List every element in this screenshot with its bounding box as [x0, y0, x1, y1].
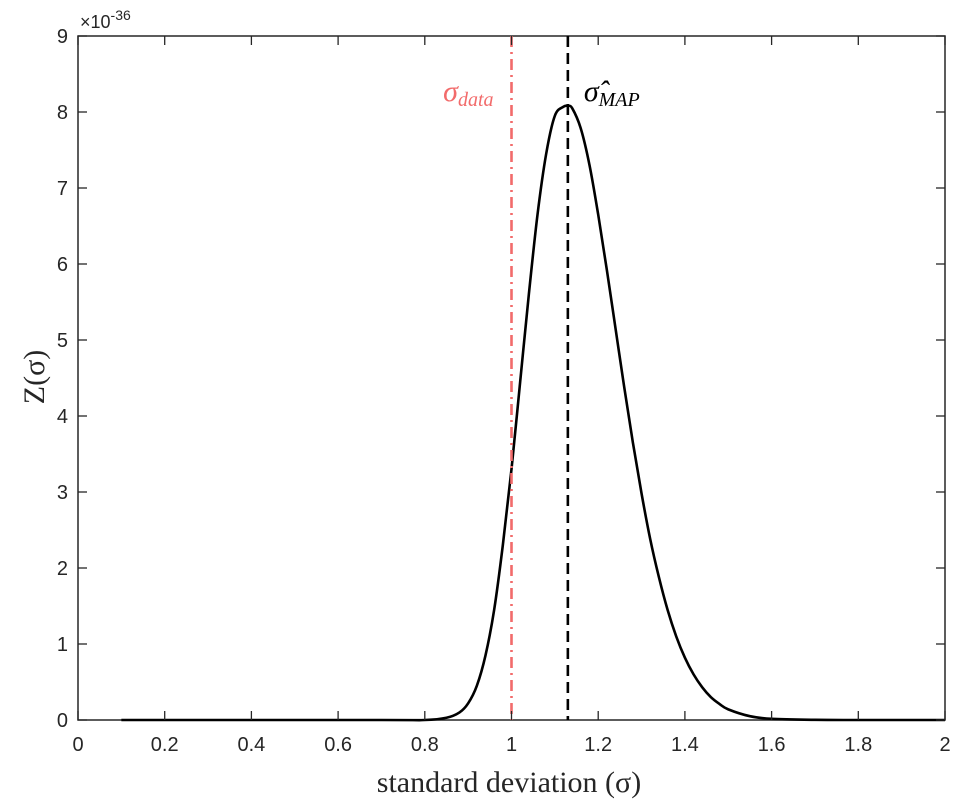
x-tick-label: 2	[939, 734, 950, 756]
y-exponent-label: ×10-36	[80, 7, 131, 32]
annotation-layer: σdata σ̂MAP	[443, 75, 640, 111]
y-tick-label: 7	[57, 178, 68, 200]
x-tick-label: 0.6	[324, 734, 352, 756]
sigma-data-sub: data	[458, 89, 494, 111]
x-tick-label: 0.8	[411, 734, 439, 756]
y-tick-label: 6	[57, 254, 68, 276]
x-tick-label: 1.6	[758, 734, 786, 756]
x-tick-label: 1.8	[844, 734, 872, 756]
sigma-data-main: σ	[443, 75, 459, 108]
z-sigma-curve	[121, 104, 946, 722]
y-exponent-base: ×10	[80, 12, 111, 32]
x-tick-label: 0.2	[151, 734, 179, 756]
curve-layer	[121, 104, 946, 722]
x-tick-label: 0	[72, 734, 83, 756]
sigma-data-annotation: σdata	[443, 75, 493, 111]
sigma-map-sub: MAP	[598, 89, 640, 111]
y-tick-label: 0	[57, 710, 68, 732]
y-tick-label: 8	[57, 102, 68, 124]
y-tick-label: 4	[57, 406, 68, 428]
tick-layer: 0 0.2 0.4 0.6 0.8 1 1.2 1.4 1.6 1.8 2 0 1 2 3 4 5 6 7 8 9	[57, 26, 951, 756]
y-axis-label: Z(σ)	[18, 350, 51, 404]
y-tick-label: 3	[57, 482, 68, 504]
y-tick-label: 9	[57, 26, 68, 48]
x-axis-label: standard deviation (σ)	[377, 766, 641, 799]
y-tick-label: 1	[57, 634, 68, 656]
x-tick-label: 0.4	[237, 734, 265, 756]
y-tick-label: 5	[57, 330, 68, 352]
x-tick-label: 1.4	[671, 734, 699, 756]
y-exponent-power: -36	[111, 7, 131, 23]
vline-layer	[510, 36, 570, 720]
x-tick-label: 1	[506, 734, 517, 756]
x-tick-label: 1.2	[584, 734, 612, 756]
y-tick-label: 2	[57, 558, 68, 580]
